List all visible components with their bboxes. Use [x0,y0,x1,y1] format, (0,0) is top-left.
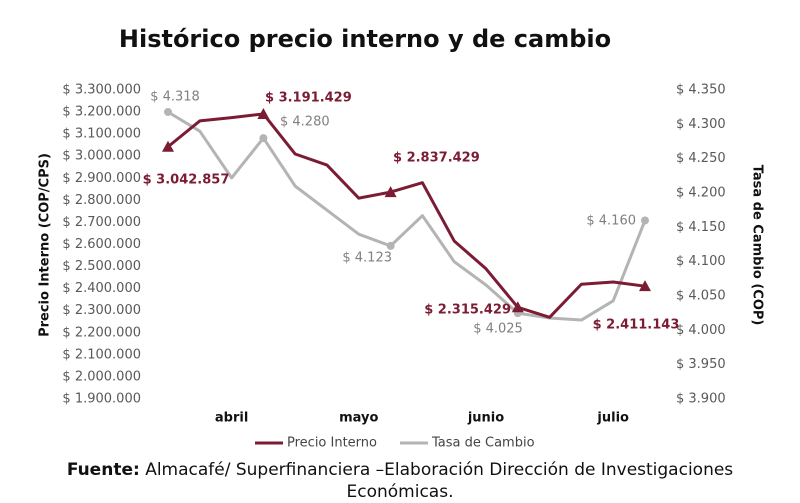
y2-axis-title: Tasa de Cambio (COP) [750,165,765,326]
y-tick-label: $ 2.500.000 [62,259,141,274]
x-tick-label: julio [596,411,629,426]
y2-tick-label: $ 4.050 [676,289,726,304]
marker [511,301,524,313]
footer: Fuente: Almacafé/ Superfinanciera –Elabo… [30,459,770,503]
y2-tick-label: $ 3.900 [676,392,726,407]
data-label: $ 4.318 [150,90,200,105]
y2-tick-label: $ 4.000 [676,323,726,338]
y2-tick-label: $ 4.250 [676,151,726,166]
x-tick-label: abril [215,411,248,426]
series-line [167,110,647,322]
footer-label: Fuente: [66,460,140,480]
y-tick-label: $ 2.300.000 [62,303,141,318]
data-label: $ 3.042.857 [143,173,230,188]
marker [386,241,395,250]
marker [639,280,651,292]
x-tick-label: junio [467,411,504,426]
y-axis-title: Precio Interno (COP/CPS) [38,153,53,337]
footer-text: Almacafé/ Superfinanciera –Elaboración D… [145,460,734,502]
data-label: $ 2.315.429 [424,303,511,318]
data-label: $ 4.025 [473,322,523,337]
legend-label: Precio Interno [287,436,377,451]
y-tick-label: $ 2.600.000 [62,237,141,252]
data-label: $ 2.837.429 [393,151,480,166]
y2-tick-label: $ 4.200 [676,186,726,201]
data-label: $ 4.280 [280,115,330,130]
y2-tick-label: $ 4.100 [676,254,726,269]
y2-tick-label: $ 3.950 [676,357,726,372]
legend-label: Tasa de Cambio [431,436,535,451]
chart-title: Histórico precio interno y de cambio [119,25,611,53]
y-tick-label: $ 2.400.000 [62,281,141,296]
y-tick-label: $ 1.900.000 [62,392,141,407]
x-tick-label: mayo [339,411,378,426]
y-tick-label: $ 3.200.000 [62,105,141,120]
y-tick-label: $ 3.300.000 [62,83,141,98]
y-tick-label: $ 3.100.000 [62,127,141,142]
marker [162,140,174,152]
y-tick-label: $ 2.000.000 [62,369,141,384]
y-tick-label: $ 2.800.000 [62,193,141,208]
y-tick-label: $ 2.200.000 [62,325,141,340]
marker [259,134,268,143]
data-label: $ 4.123 [342,251,392,266]
marker [164,107,172,116]
marker [257,107,270,119]
marker [641,216,649,225]
y-tick-label: $ 3.000.000 [62,149,141,164]
marker [384,186,397,198]
data-label: $ 4.160 [586,214,636,229]
series-line [167,112,646,319]
y2-tick-label: $ 4.150 [676,220,726,235]
y2-tick-label: $ 4.350 [676,83,726,98]
y-tick-label: $ 2.900.000 [62,171,141,186]
y-tick-label: $ 2.700.000 [62,215,141,230]
data-label: $ 2.411.143 [593,318,680,333]
data-label: $ 3.191.429 [265,91,352,106]
y2-tick-label: $ 4.300 [676,117,726,132]
y-tick-label: $ 2.100.000 [62,347,141,362]
